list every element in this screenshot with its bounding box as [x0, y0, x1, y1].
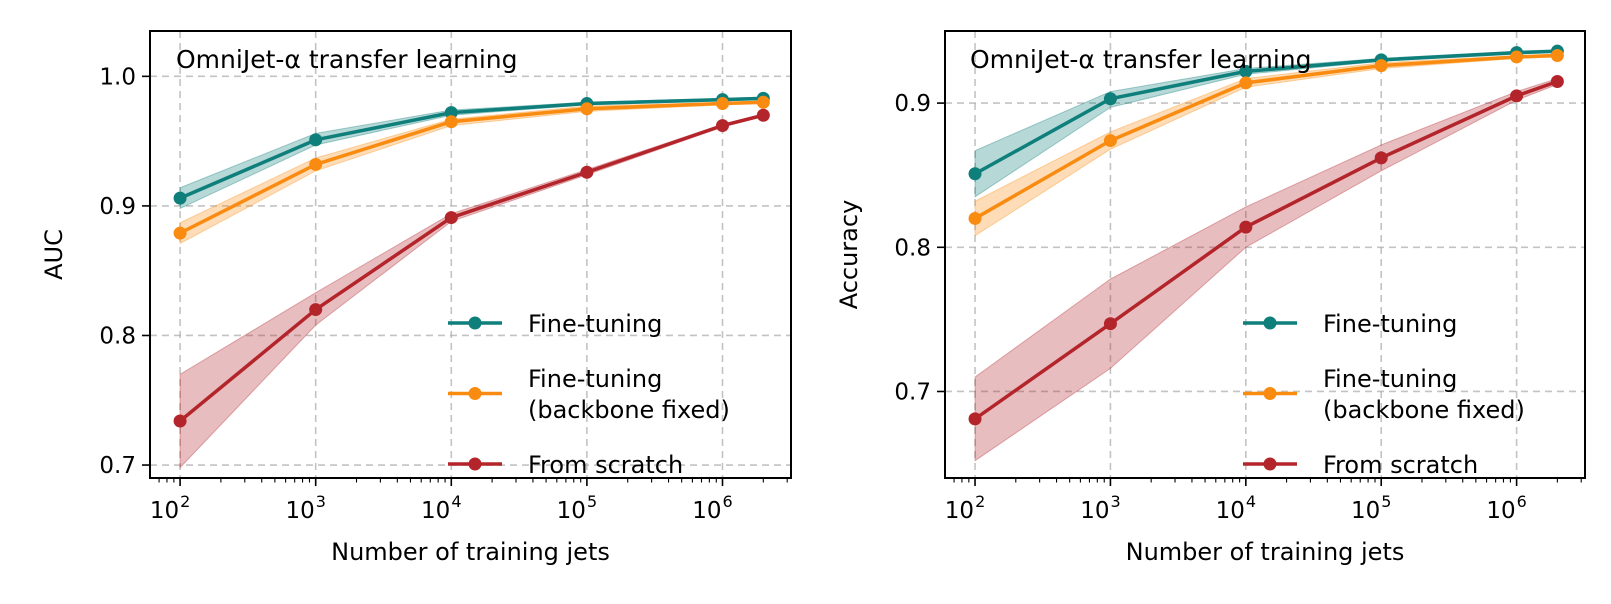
- x-tick-label: 105: [1351, 492, 1391, 524]
- data-point: [1510, 50, 1524, 64]
- series-line: [178, 113, 764, 423]
- x-tick-label: 106: [692, 492, 732, 524]
- data-point: [715, 97, 729, 111]
- legend-label: Fine-tuning: [528, 365, 662, 393]
- legend: Fine-tuning Fine-tuning (backbone fixed) Fr…: [448, 310, 730, 479]
- uncertainty-band: [179, 100, 764, 245]
- legend-marker: [468, 457, 482, 471]
- data-point: [756, 95, 770, 109]
- legend-marker: [1263, 316, 1277, 330]
- y-tick-label: 0.9: [894, 91, 931, 117]
- data-point: [1239, 220, 1253, 234]
- x-tick-label: 103: [1080, 492, 1120, 524]
- x-tick-label: 102: [150, 492, 190, 524]
- y-tick-label: 0.8: [99, 323, 136, 349]
- data-point: [1374, 59, 1388, 73]
- data-point: [173, 414, 187, 428]
- legend: Fine-tuning Fine-tuning (backbone fixed) Fr…: [1243, 310, 1525, 479]
- legend-marker: [468, 387, 482, 400]
- data-point: [309, 303, 323, 317]
- series-group: [173, 91, 770, 469]
- x-tick-label: 106: [1486, 492, 1526, 524]
- y-axis-label: Accuracy: [835, 200, 863, 310]
- legend-marker: [1263, 387, 1277, 400]
- data-point: [1374, 151, 1388, 165]
- data-point: [309, 157, 323, 171]
- data-point: [173, 191, 187, 205]
- x-tick-label: 102: [945, 492, 985, 524]
- chart-title: OmniJet-α transfer learning: [176, 45, 518, 74]
- data-point: [444, 211, 458, 225]
- data-point: [715, 119, 729, 133]
- series-line: [179, 96, 764, 200]
- data-point: [1239, 64, 1253, 78]
- y-tick-label: 0.7: [99, 453, 136, 479]
- data-point: [968, 211, 982, 225]
- x-axis: 102 103 104 105 106: [945, 478, 1582, 524]
- y-axis-label: AUC: [40, 229, 68, 280]
- panel-accuracy: 102 103 104 105 106 0.7 0.8 0.9 Number of traini…: [835, 30, 1586, 566]
- data-point: [968, 167, 982, 181]
- series-line: [974, 49, 1558, 176]
- x-tick-label: 105: [557, 492, 597, 524]
- legend-label: Fine-tuning: [1323, 310, 1457, 338]
- x-tick-label: 104: [421, 492, 461, 524]
- data-point: [444, 115, 458, 129]
- y-tick-label: 0.9: [99, 194, 136, 220]
- data-point: [1103, 92, 1117, 106]
- legend-label: From scratch: [1323, 451, 1478, 479]
- legend-marker: [1263, 457, 1277, 471]
- chart-title: OmniJet-α transfer learning: [970, 45, 1312, 74]
- series-line: [974, 53, 1558, 220]
- legend-marker: [468, 316, 482, 330]
- data-point: [580, 102, 594, 116]
- y-axis: 0.7 0.8 0.9 1.0: [99, 64, 150, 479]
- legend-label: (backbone fixed): [528, 396, 730, 424]
- x-tick-label: 104: [1216, 492, 1256, 524]
- legend-label: Fine-tuning: [1323, 365, 1457, 393]
- data-point: [1239, 76, 1253, 90]
- data-point: [756, 108, 770, 122]
- legend-label: (backbone fixed): [1323, 396, 1525, 424]
- data-point: [1550, 74, 1564, 88]
- data-point: [444, 106, 458, 120]
- data-point: [173, 226, 187, 240]
- x-axis-label: Number of training jets: [331, 538, 610, 566]
- x-axis-label: Number of training jets: [1126, 538, 1405, 566]
- axes-frame: [149, 30, 792, 479]
- x-axis: 102 103 104 105 106: [150, 478, 788, 524]
- x-tick-label: 103: [285, 492, 325, 524]
- y-axis: 0.7 0.8 0.9: [894, 91, 945, 405]
- series-line: [974, 79, 1558, 421]
- data-point: [309, 133, 323, 147]
- axes-frame: [944, 30, 1586, 479]
- data-point: [1510, 89, 1524, 103]
- series-line: [179, 100, 764, 235]
- y-tick-label: 0.7: [894, 379, 931, 405]
- data-point: [968, 412, 982, 426]
- data-point: [1103, 134, 1117, 148]
- grid: [945, 31, 1585, 478]
- data-point: [1550, 49, 1564, 63]
- y-tick-label: 0.8: [894, 235, 931, 261]
- data-point: [1103, 317, 1117, 331]
- series-group: [968, 44, 1564, 462]
- data-point: [580, 165, 594, 179]
- y-tick-label: 1.0: [99, 64, 136, 90]
- legend-label: Fine-tuning: [528, 310, 662, 338]
- panel-auc: 102 103 104 105 106 0.7 0.8 0.9 1.0 Number of tra…: [40, 30, 792, 566]
- legend-label: From scratch: [528, 451, 683, 479]
